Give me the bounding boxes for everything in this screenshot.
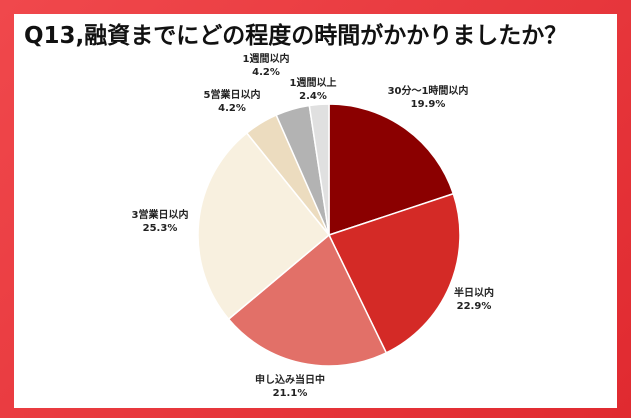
chart-title: Q13,融資までにどの程度の時間がかかりましたか？ (24, 23, 568, 49)
slice-label: 申し込み当日中 21.1% (255, 373, 325, 399)
slice-label: 5営業日以内 4.2% (204, 88, 261, 114)
slice-label: 半日以内 22.9% (454, 286, 494, 312)
pie-slice (308, 103, 330, 236)
pie-slice (328, 103, 455, 237)
slice-label: 1週間以内 4.2% (243, 52, 290, 78)
pie-slices (197, 103, 461, 367)
slice-label: 30分〜1時間以内 19.9% (388, 84, 469, 110)
slice-label: 3営業日以内 25.3% (132, 208, 189, 234)
pie-slice (327, 192, 461, 354)
pie-slice (227, 233, 388, 367)
slice-label: 1週間以上 2.4% (290, 76, 337, 102)
pie-slice (197, 131, 331, 321)
pie-labels: 30分〜1時間以内 19.9% 半日以内 22.9% 申し込み当日中 21.1% 3営業日以… (132, 52, 494, 399)
